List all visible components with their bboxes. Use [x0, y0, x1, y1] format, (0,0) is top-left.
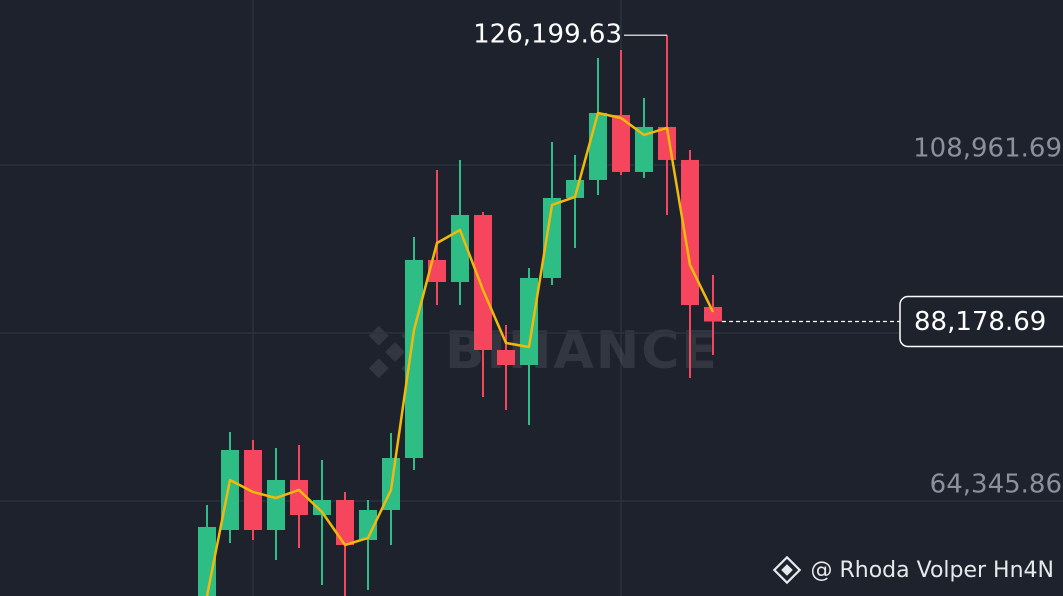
- candle-body: [589, 112, 607, 180]
- candle-body: [474, 214, 492, 350]
- candle-body: [428, 259, 446, 282]
- candle-body: [221, 449, 239, 530]
- candle-body: [290, 479, 308, 515]
- last-price-label: 88,178.69: [914, 307, 1046, 337]
- candle-body: [497, 349, 515, 365]
- attribution-logo: [772, 555, 802, 585]
- plot-area: 64,345.8686,653.77108,961.69126,199.6388…: [0, 20, 1063, 596]
- high-annotation: 126,199.63: [473, 20, 622, 50]
- candle-body: [244, 449, 262, 530]
- candle-body: [359, 509, 377, 540]
- candle-body: [405, 259, 423, 458]
- candle-body: [336, 499, 354, 545]
- last-price-box: [899, 295, 1063, 348]
- moving-average-line: [205, 111, 715, 596]
- candle-body: [313, 499, 331, 515]
- candle-body: [635, 126, 653, 172]
- candle-body: [704, 306, 722, 322]
- candle-body: [543, 197, 561, 278]
- y-tick-label: 108,961.69: [913, 133, 1062, 163]
- candle-body: [520, 277, 538, 365]
- y-tick-label: 64,345.86: [930, 469, 1062, 499]
- candle-body: [612, 114, 630, 172]
- candle-body: [681, 159, 699, 305]
- candle-body: [267, 479, 285, 530]
- attribution: @ Rhoda Volper Hn4N: [810, 558, 1054, 583]
